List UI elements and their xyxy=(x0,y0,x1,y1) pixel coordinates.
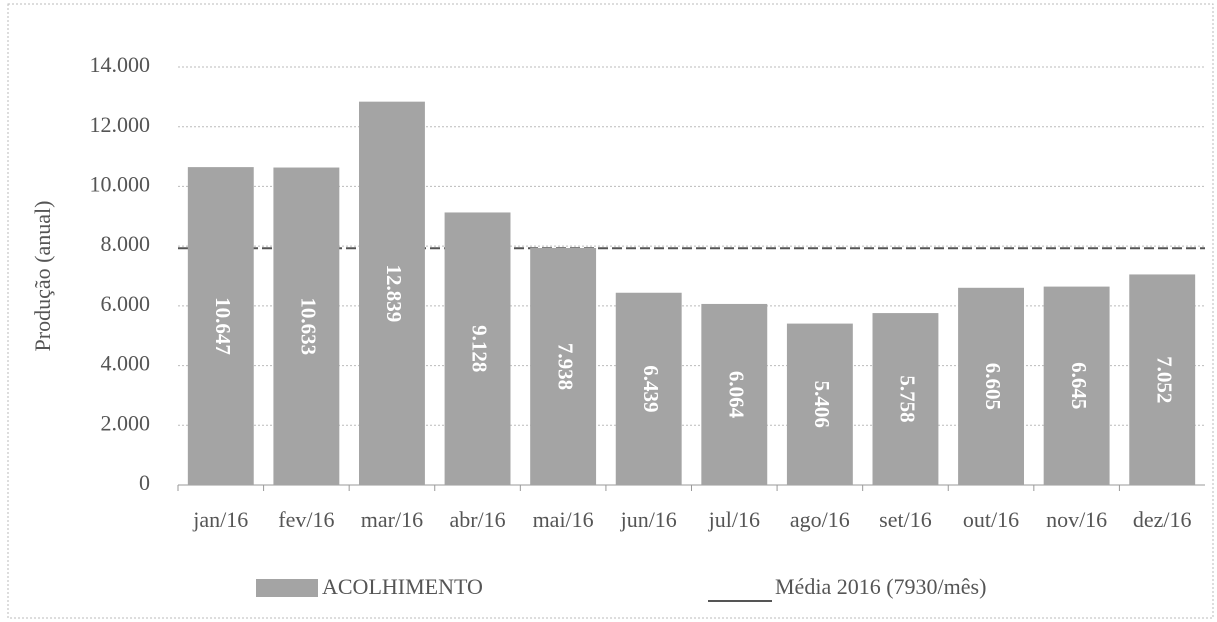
value-label: 9.128 xyxy=(468,325,492,372)
frame xyxy=(7,3,1214,619)
y-tick-label: 6.000 xyxy=(101,291,151,316)
x-tick-label: fev/16 xyxy=(278,507,334,532)
bar xyxy=(958,287,1024,485)
y-tick-label: 2.000 xyxy=(101,410,151,435)
x-tick-label: dez/16 xyxy=(1133,507,1192,532)
bar xyxy=(187,167,254,485)
value-label: 6.645 xyxy=(1067,362,1091,409)
x-tick-label: jan/16 xyxy=(192,507,248,532)
y-axis-label: Produção (anual) xyxy=(30,201,55,352)
bar xyxy=(615,292,682,485)
x-tick-label: ago/16 xyxy=(790,507,850,532)
y-tick-label: 8.000 xyxy=(101,231,151,256)
value-label: 6.605 xyxy=(981,363,1005,410)
bar xyxy=(701,303,768,485)
value-label: 6.439 xyxy=(639,365,663,412)
x-tick-label: set/16 xyxy=(879,507,932,532)
x-tick-label: abr/16 xyxy=(449,507,505,532)
bar xyxy=(530,247,597,485)
bar xyxy=(444,212,511,486)
bar xyxy=(1129,274,1196,485)
y-tick-label: 12.000 xyxy=(90,112,151,137)
value-label: 10.633 xyxy=(297,297,321,355)
value-label: 6.064 xyxy=(724,371,748,419)
value-label: 7.938 xyxy=(553,343,577,390)
legend-label: ACOLHIMENTO xyxy=(322,574,483,599)
legend-swatch xyxy=(256,579,318,597)
value-label: 5.758 xyxy=(896,375,920,422)
y-tick-label: 14.000 xyxy=(90,52,151,77)
x-tick-label: mar/16 xyxy=(361,507,423,532)
x-tick-label: nov/16 xyxy=(1046,507,1107,532)
bar xyxy=(872,313,939,485)
value-label: 10.647 xyxy=(211,297,235,355)
y-tick-label: 4.000 xyxy=(101,351,151,376)
x-tick-label: mai/16 xyxy=(533,507,594,532)
bar xyxy=(786,323,853,485)
bar xyxy=(273,167,340,486)
y-tick-label: 10.000 xyxy=(90,171,151,196)
legend-label: Média 2016 (7930/mês) xyxy=(775,574,986,599)
x-tick-label: out/16 xyxy=(963,507,1019,532)
value-label: 7.052 xyxy=(1152,356,1176,403)
bar xyxy=(1043,286,1110,485)
y-tick-label: 0 xyxy=(139,470,150,495)
x-tick-label: jun/16 xyxy=(620,507,677,532)
x-tick-label: jul/16 xyxy=(708,507,760,532)
value-label: 5.406 xyxy=(810,381,834,428)
value-label: 12.839 xyxy=(382,264,406,322)
bar xyxy=(359,101,425,485)
